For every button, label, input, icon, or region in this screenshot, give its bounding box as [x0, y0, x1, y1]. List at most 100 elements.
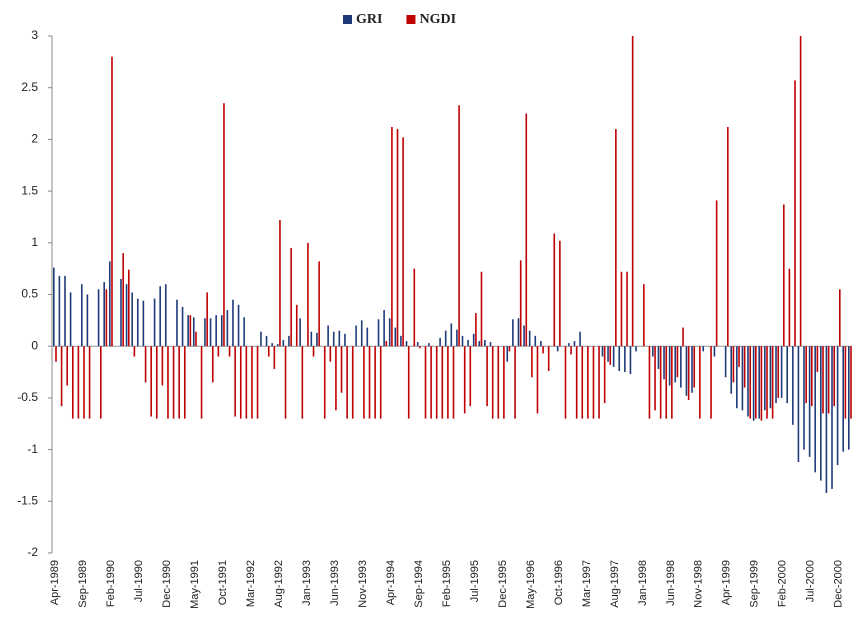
bar [676, 346, 679, 378]
bar [150, 346, 152, 417]
bar [540, 341, 542, 347]
bar [777, 346, 780, 398]
x-tick-label: Nov-1998 [693, 560, 705, 608]
bar [276, 344, 279, 347]
bar [273, 346, 276, 369]
bar [736, 346, 738, 409]
y-tick-label: 0.5 [21, 287, 38, 301]
bar [377, 319, 380, 347]
bar [635, 346, 637, 352]
bar [195, 331, 197, 347]
bar [265, 335, 268, 347]
bar [652, 346, 654, 357]
legend-label: GRI [356, 12, 382, 27]
bar [531, 346, 533, 378]
bar [463, 346, 466, 414]
bar [671, 346, 673, 419]
bar [506, 346, 509, 362]
bar [612, 346, 615, 367]
bar [844, 346, 847, 419]
bar [478, 341, 481, 347]
bar [792, 346, 794, 425]
bar [327, 325, 329, 347]
legend-swatch [406, 15, 416, 24]
bar [396, 129, 399, 347]
bar [164, 284, 167, 347]
bar [267, 346, 270, 357]
bar [657, 346, 660, 369]
legend-label: NGDI [419, 12, 456, 27]
bar [534, 335, 537, 347]
y-tick-label: -0.5 [17, 390, 38, 404]
bar [519, 260, 522, 347]
bar [226, 310, 229, 347]
bar [486, 346, 488, 407]
x-tick-label: Apr-1989 [49, 560, 61, 605]
bar [416, 342, 419, 347]
bar [601, 346, 604, 357]
bar [299, 318, 301, 347]
bar [760, 346, 763, 421]
bar [663, 346, 665, 380]
x-tick-label: Jun-1998 [665, 560, 677, 606]
bar [105, 289, 108, 347]
x-tick-label: Dec-1995 [497, 560, 509, 608]
bar [769, 346, 772, 409]
x-tick-label: Jun-1993 [329, 560, 341, 606]
bar [430, 346, 432, 419]
bar [344, 333, 346, 347]
x-tick-label: Oct-1996 [553, 560, 565, 605]
y-tick-label: -2 [27, 545, 38, 559]
bar [66, 346, 68, 386]
bar [643, 284, 645, 347]
bar [491, 346, 494, 419]
bar [125, 284, 128, 347]
bar [579, 331, 581, 347]
bar [355, 325, 357, 347]
bar [232, 299, 234, 347]
x-tick-label: Oct-1991 [217, 560, 229, 605]
bar [181, 306, 184, 347]
bar [820, 346, 822, 481]
bar [480, 271, 483, 347]
bar [587, 346, 589, 419]
bar [99, 346, 102, 419]
bar [379, 346, 382, 419]
x-tick-label: Sep-1989 [77, 560, 89, 608]
bar [743, 346, 746, 388]
bar [161, 346, 164, 386]
bar [691, 346, 693, 393]
bar [752, 346, 755, 421]
bar [260, 331, 262, 347]
bar [732, 346, 735, 383]
x-tick-label: Feb-1995 [441, 560, 453, 607]
bar [508, 346, 511, 352]
bar [497, 346, 500, 419]
bar [131, 292, 133, 347]
bar [803, 346, 805, 450]
bar [629, 346, 632, 375]
bar [301, 346, 304, 419]
bar [811, 346, 813, 407]
bar [206, 292, 208, 347]
x-tick-label: Jan-1993 [301, 560, 313, 606]
bar [189, 315, 192, 347]
bar [271, 343, 273, 347]
bar [794, 80, 796, 347]
bar [360, 320, 363, 347]
x-tick-label: May-1996 [525, 560, 537, 609]
bar [702, 346, 705, 352]
bar [60, 346, 63, 407]
bar [450, 323, 453, 347]
bar [340, 346, 343, 393]
x-tick-label: Sep-1994 [413, 560, 425, 608]
bar [607, 346, 609, 362]
bar [542, 346, 544, 354]
bar [346, 346, 348, 419]
bar [814, 346, 817, 473]
bar [318, 261, 320, 347]
bar [108, 261, 111, 347]
bar [323, 346, 326, 419]
bar [570, 346, 572, 355]
bar [659, 346, 662, 419]
